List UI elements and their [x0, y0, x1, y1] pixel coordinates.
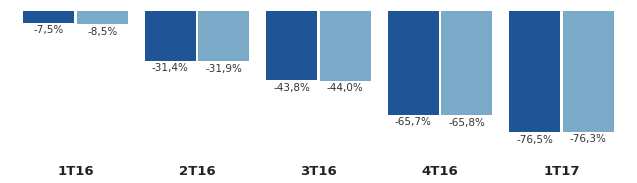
Bar — [388, 11, 439, 115]
Bar — [320, 11, 371, 81]
Bar — [562, 11, 613, 132]
Bar — [198, 11, 249, 61]
Text: 4T16: 4T16 — [422, 165, 458, 178]
Bar — [266, 11, 317, 80]
Text: -65,8%: -65,8% — [448, 118, 485, 128]
Text: -43,8%: -43,8% — [273, 83, 310, 93]
Text: 1T16: 1T16 — [57, 165, 94, 178]
Text: -31,9%: -31,9% — [205, 64, 242, 74]
Bar — [509, 11, 560, 132]
Bar — [77, 11, 128, 24]
Text: 3T16: 3T16 — [300, 165, 337, 178]
Text: 2T16: 2T16 — [179, 165, 215, 178]
Text: -8,5%: -8,5% — [87, 27, 117, 37]
Bar — [441, 11, 492, 115]
Text: -76,3%: -76,3% — [569, 134, 606, 144]
Bar — [145, 11, 196, 61]
Text: 1T17: 1T17 — [543, 165, 580, 178]
Text: -31,4%: -31,4% — [152, 63, 189, 73]
Text: -76,5%: -76,5% — [516, 135, 553, 145]
Text: -7,5%: -7,5% — [34, 25, 64, 35]
Bar — [24, 11, 75, 23]
Text: -44,0%: -44,0% — [327, 83, 364, 93]
Text: -65,7%: -65,7% — [395, 117, 432, 127]
